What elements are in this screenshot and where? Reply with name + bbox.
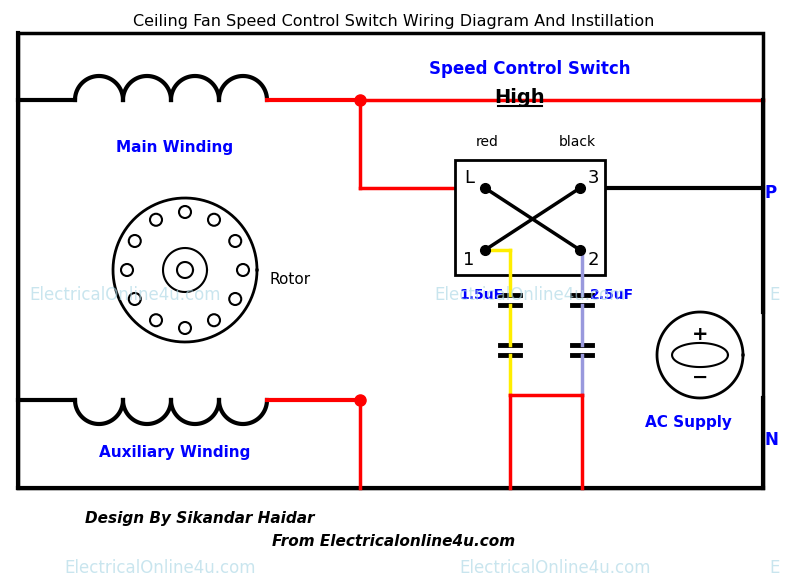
Text: −: − — [692, 368, 709, 386]
Text: ElectricalOnline4u.com: ElectricalOnline4u.com — [459, 559, 651, 577]
Text: N: N — [765, 431, 779, 449]
Text: 1: 1 — [463, 251, 475, 269]
Text: Ceiling Fan Speed Control Switch Wiring Diagram And Instillation: Ceiling Fan Speed Control Switch Wiring … — [133, 14, 655, 29]
Text: 2.5uF: 2.5uF — [590, 288, 634, 302]
Text: Design By Sikandar Haidar: Design By Sikandar Haidar — [85, 511, 315, 525]
Text: Speed Control Switch: Speed Control Switch — [429, 60, 630, 78]
Text: ElectricalOnline4u.com: ElectricalOnline4u.com — [29, 286, 221, 304]
Text: High: High — [495, 88, 545, 107]
Text: L: L — [464, 169, 474, 187]
Text: E: E — [770, 559, 780, 577]
Text: P: P — [765, 184, 777, 202]
Text: Auxiliary Winding: Auxiliary Winding — [99, 445, 251, 460]
Text: black: black — [559, 135, 596, 149]
Text: E: E — [770, 286, 780, 304]
Text: Rotor: Rotor — [270, 272, 311, 288]
Text: AC Supply: AC Supply — [645, 415, 731, 430]
Text: +: + — [692, 325, 709, 345]
Text: 1.5uF: 1.5uF — [460, 288, 504, 302]
Text: Main Winding: Main Winding — [117, 140, 234, 155]
Text: red: red — [476, 135, 499, 149]
Text: ElectricalOnline4u.com: ElectricalOnline4u.com — [434, 286, 626, 304]
Bar — [455, 160, 605, 275]
Text: 2: 2 — [587, 251, 599, 269]
Bar — [18, 33, 763, 488]
Text: From Electricalonline4u.com: From Electricalonline4u.com — [272, 535, 515, 550]
Text: 3: 3 — [587, 169, 599, 187]
Text: ElectricalOnline4u.com: ElectricalOnline4u.com — [64, 559, 256, 577]
